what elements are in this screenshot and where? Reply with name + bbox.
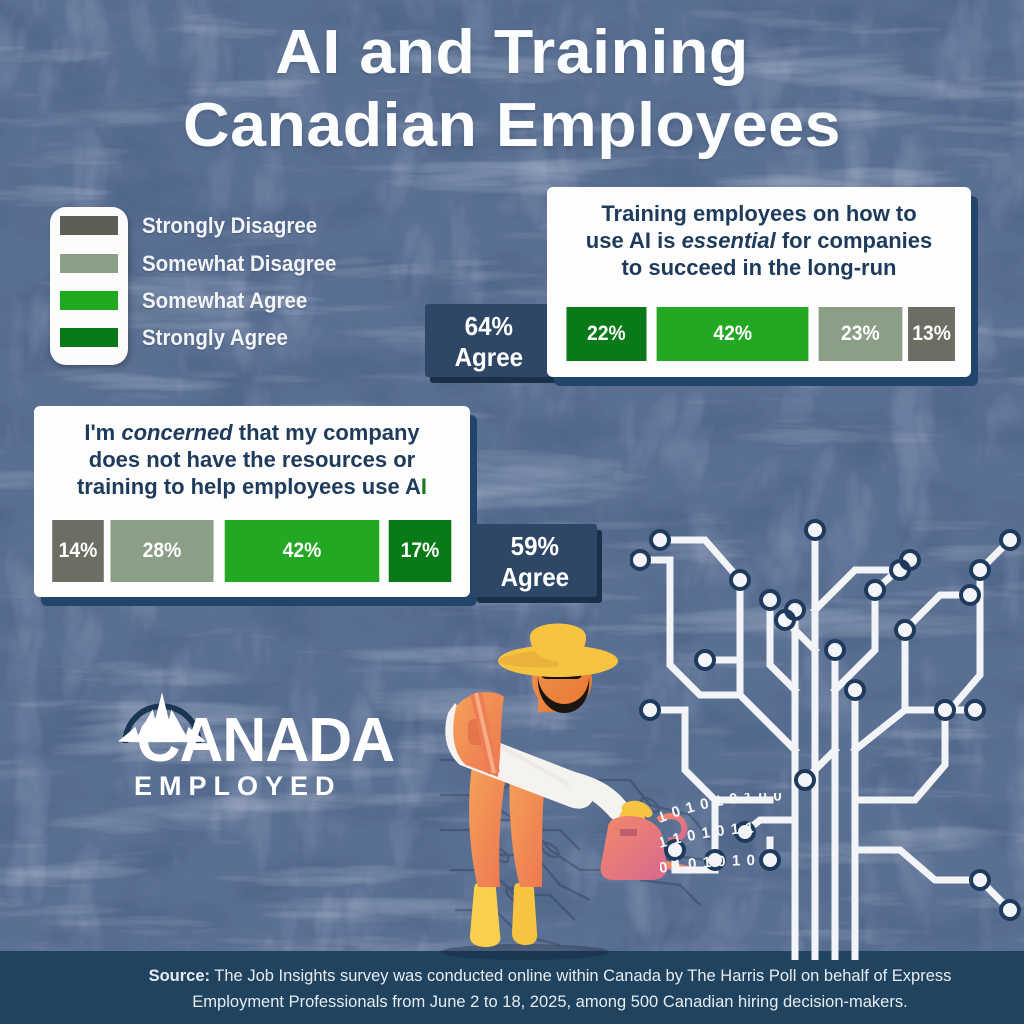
svg-text:1 1 0 1 0 1 1: 1 1 0 1 0 1 1	[660, 819, 755, 851]
svg-text:1 0 1 0 1 0 1 0 0: 1 0 1 0 1 0 1 0 0	[660, 793, 783, 827]
svg-text:0 1 0 1 0 1 0: 0 1 0 1 0 1 0	[660, 852, 756, 877]
